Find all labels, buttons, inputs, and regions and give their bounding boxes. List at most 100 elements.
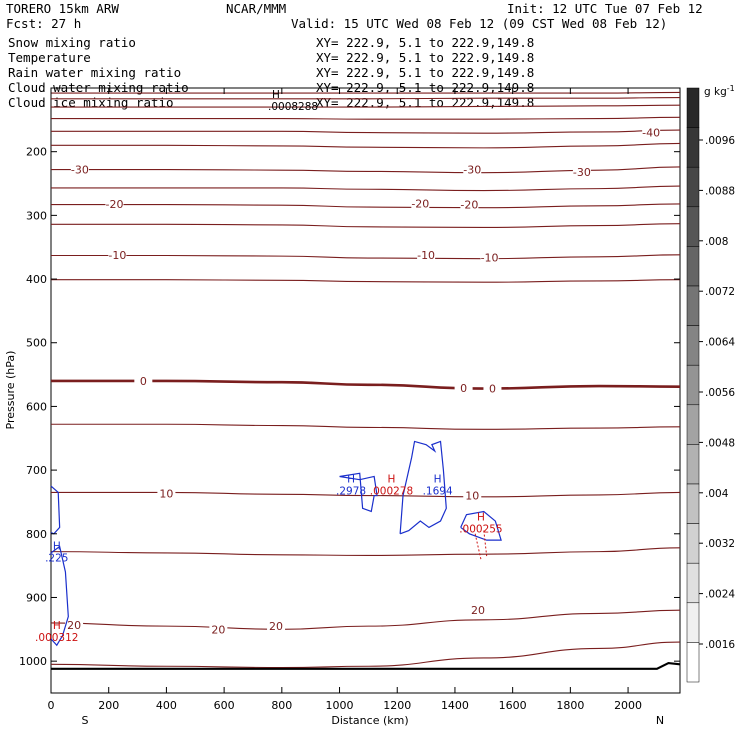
x-tick-label: 1800 (556, 699, 584, 712)
legend-label: Temperature (8, 50, 91, 65)
isotherm-line (50, 129, 681, 134)
legend-xy: XY= 222.9, 5.1 to 222.9,149.8 (316, 95, 534, 110)
plot-area: -40 -30 -30 -30 -20 -20 -20 -10 -10 -10 0 0 0 10 10 20 2… (35, 89, 681, 670)
isotherm-line (50, 104, 681, 108)
isotherm-label: -20 (411, 197, 429, 210)
colorbar-segment (686, 404, 700, 445)
isotherm-label-bg (417, 248, 436, 261)
legend-xy: XY= 222.9, 5.1 to 222.9,149.8 (316, 65, 534, 80)
y-tick-label: 900 (26, 591, 47, 604)
isotherm-line (51, 91, 681, 94)
isotherm-line (51, 254, 681, 260)
cloud-water-max-value: .1694 (423, 485, 453, 497)
colorbar-segment (686, 206, 700, 247)
legend-label: Rain water mixing ratio (8, 65, 181, 80)
isotherm-label-bg (572, 166, 591, 179)
colorbar-label: .0064 (705, 337, 735, 349)
isotherm-line (51, 379, 681, 390)
colorbar-label: .0032 (705, 538, 735, 550)
isotherm-label-bg (70, 163, 89, 176)
isotherm-line (51, 97, 681, 100)
x-axis-title: Distance (km) (331, 714, 408, 727)
isotherm-label: -30 (463, 164, 481, 177)
isotherm-label: -40 (642, 127, 660, 140)
colorbar-label: .0088 (705, 185, 735, 197)
south-end-label: S (82, 714, 89, 727)
isotherm-line (51, 223, 681, 229)
x-tick-label: 800 (271, 699, 292, 712)
colorbar-label: .0056 (705, 387, 735, 399)
legend-xy: XY= 222.9, 5.1 to 222.9,149.8 (316, 50, 534, 65)
cloud-water-max-value: .225 (45, 552, 68, 564)
colorbar-segment (686, 642, 700, 683)
isotherm-label-bg (267, 620, 286, 633)
isotherm-label: -30 (573, 166, 591, 179)
x-tick-label: 1200 (383, 699, 411, 712)
isotherm-label-bg (134, 374, 153, 387)
isotherm-label: 20 (269, 620, 283, 633)
x-tick-label: 400 (156, 699, 177, 712)
cloud-water-max-marker: H (347, 473, 355, 485)
rain-water-max-marker: H (53, 620, 61, 632)
isotherm-label: -20 (105, 198, 123, 211)
cloud-water-max-value: .2978 (336, 485, 366, 497)
rain-water-max-marker: H (477, 512, 485, 524)
cloud-ice-max-marker: H (272, 89, 280, 101)
y-tick-label: 400 (26, 273, 47, 286)
rain-water-max-value: .000312 (35, 632, 78, 644)
north-end-label: N (656, 714, 664, 727)
isotherm-line (51, 203, 681, 209)
cloud-water-contour (339, 472, 378, 513)
model-title: TORERO 15km ARW (6, 1, 119, 16)
isotherm-line (50, 641, 681, 669)
colorbar-segment (686, 325, 700, 366)
colorbar-label: .004 (705, 488, 729, 500)
y-tick-label: 600 (26, 400, 47, 413)
rain-contour (474, 533, 482, 560)
colorbar-segment (686, 562, 700, 604)
isotherm-label: -20 (460, 199, 478, 212)
isotherm-label-bg (463, 489, 482, 502)
colorbar-label: .008 (705, 236, 728, 248)
rain-water-max-marker: H (388, 473, 396, 485)
x-tick-label: 600 (214, 699, 235, 712)
colorbar-segment (686, 483, 700, 524)
isotherm-label-bg (65, 618, 84, 631)
isotherm-label-bg (108, 248, 127, 261)
isotherm-label: 10 (465, 490, 479, 503)
isotherm-label: 20 (67, 619, 81, 632)
colorbar-label: .0048 (705, 437, 735, 449)
isotherm-label: -30 (71, 164, 89, 177)
isotherm-label-bg (483, 382, 502, 395)
isotherm-label-bg (411, 197, 430, 210)
colorbar-segment (686, 444, 700, 485)
x-tick-label: 200 (98, 699, 119, 712)
y-tick-label: 800 (26, 528, 47, 541)
colorbar-segment (686, 246, 700, 287)
isotherm-label: -10 (108, 249, 126, 262)
colorbar-segment (686, 87, 700, 128)
plot-frame (50, 87, 681, 694)
x-tick-label: 0 (48, 699, 55, 712)
isotherm-line (51, 185, 681, 192)
isotherm-label: -10 (417, 249, 435, 262)
y-tick-label: 500 (26, 337, 47, 350)
legend-label: Snow mixing ratio (8, 35, 136, 50)
colorbar-segment (686, 127, 700, 168)
isotherm-line (51, 142, 681, 149)
cloud-water-max-marker: H (53, 540, 61, 552)
x-tick-label: 2000 (614, 699, 642, 712)
rain-water-max-value: .000255 (459, 524, 502, 536)
isotherm-label-bg (209, 623, 228, 636)
cloud-water-max-marker: H (434, 473, 442, 485)
y-tick-label: 1000 (19, 655, 47, 668)
isotherm-line (51, 279, 681, 283)
isotherm-label: -10 (481, 251, 499, 264)
y-tick-label: 300 (26, 209, 47, 222)
colorbar-label: .0072 (705, 286, 735, 298)
isotherm-label-bg (480, 251, 499, 264)
cloud-water-contour (50, 485, 61, 535)
isotherm-line (51, 116, 681, 120)
